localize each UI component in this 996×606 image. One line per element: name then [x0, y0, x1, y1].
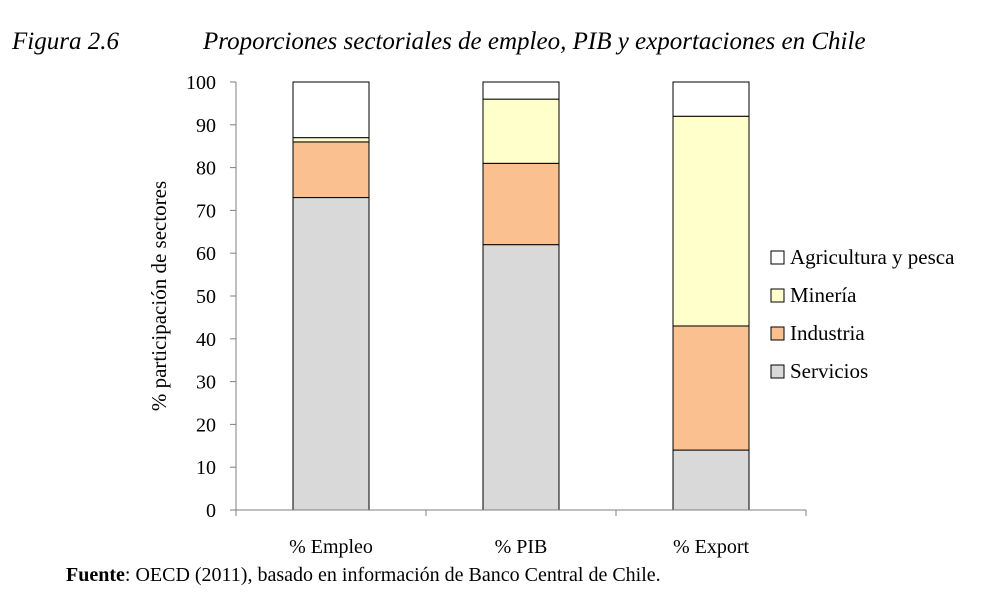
legend-label-0: Servicios [790, 359, 868, 383]
legend-label-2: Minería [790, 283, 857, 307]
bar-segment-0-2 [292, 137, 370, 143]
bar-segment-0-1 [292, 141, 370, 199]
y-tick-label-70: 70 [196, 200, 216, 222]
y-tick-label-20: 20 [196, 414, 216, 436]
plot-area: 0 10 20 30 40 50 60 70 80 90 100 % Empleo % PIB % Exp… [186, 72, 807, 558]
bar-segment-0-0 [292, 197, 370, 511]
legend-label-3: Agricultura y pesca [790, 245, 955, 269]
y-tick-label-10: 10 [196, 457, 216, 479]
y-tick-label-50: 50 [196, 286, 216, 308]
legend: Agricultura y pesca Minería Industria Servi… [770, 245, 955, 383]
legend-swatch-0 [770, 364, 785, 379]
bar-segment-2-2 [672, 115, 750, 327]
figure-title: Proporciones sectoriales de empleo, PIB … [202, 28, 866, 55]
y-tick-label-90: 90 [196, 115, 216, 137]
bar-segment-1-3 [482, 81, 560, 100]
bar-segment-2-3 [672, 81, 750, 117]
y-tick-label-100: 100 [186, 72, 216, 94]
bar-segment-2-1 [672, 325, 750, 451]
legend-swatch-3 [770, 250, 785, 265]
y-tick-label-60: 60 [196, 243, 216, 265]
bar-segment-2-0 [672, 449, 750, 511]
y-axis-label: % participación de sectores [147, 181, 171, 411]
bar-segment-1-2 [482, 98, 560, 164]
y-tick-label-0: 0 [206, 500, 216, 522]
source-label: Fuente [66, 564, 125, 586]
x-tick-label-2: % Export [673, 536, 750, 558]
bar-segment-0-3 [292, 81, 370, 139]
source-note: Fuente: OECD (2011), basado en informaci… [66, 564, 661, 587]
bar-segment-1-0 [482, 244, 560, 511]
x-tick-label-0: % Empleo [289, 536, 373, 558]
figure-number: Figura 2.6 [11, 28, 119, 55]
y-tick-label-80: 80 [196, 158, 216, 180]
legend-label-1: Industria [790, 321, 865, 345]
legend-swatch-1 [770, 326, 785, 341]
x-tick-label-1: % PIB [495, 536, 548, 558]
source-text: : OECD (2011), basado en información de … [124, 564, 661, 586]
y-tick-label-40: 40 [196, 329, 216, 351]
y-tick-label-30: 30 [196, 372, 216, 394]
bar-segment-1-1 [482, 162, 560, 246]
legend-swatch-2 [770, 288, 785, 303]
